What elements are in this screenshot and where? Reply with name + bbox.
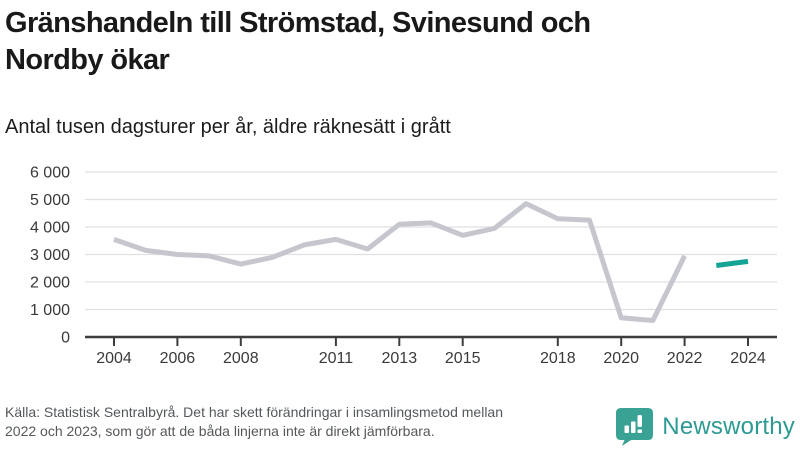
chart-subtitle: Antal tusen dagsturer per år, äldre räkn… xyxy=(5,116,451,138)
x-tick-label: 2011 xyxy=(319,350,354,367)
series-line-1 xyxy=(715,258,749,268)
page-title-line-1: Gränshandeln till Strömstad, Svinesund o… xyxy=(5,7,591,39)
newsworthy-logo-icon xyxy=(616,408,654,446)
logo-exclamation-bar xyxy=(637,415,643,427)
newsworthy-logo: Newsworthy xyxy=(616,408,795,446)
y-tick-label: 5 000 xyxy=(30,192,70,209)
x-tick-label: 2004 xyxy=(96,350,132,367)
page-title-line-2: Nordby ökar xyxy=(5,44,170,76)
page-title: Gränshandeln till Strömstad, Svinesund o… xyxy=(5,5,591,79)
x-tick-label: 2008 xyxy=(223,350,259,367)
x-tick-label: 2020 xyxy=(603,350,639,367)
y-tick-label: 4 000 xyxy=(30,220,70,237)
source-note-line-1: Källa: Statistisk Sentralbyrå. Det har s… xyxy=(5,404,503,420)
x-tick-label: 2018 xyxy=(540,350,576,367)
source-note-line-2: 2022 och 2023, som gör att de båda linje… xyxy=(5,423,435,439)
y-tick-label: 1 000 xyxy=(30,302,70,319)
series-line-0 xyxy=(113,201,687,323)
y-tick-label: 6 000 xyxy=(30,165,70,182)
newsworthy-wordmark: Newsworthy xyxy=(662,413,795,440)
x-tick-label: 2024 xyxy=(730,350,766,367)
source-note: Källa: Statistisk Sentralbyrå. Det har s… xyxy=(5,403,503,441)
logo-exclamation-dot xyxy=(637,429,643,433)
x-tick-label: 2006 xyxy=(160,350,196,367)
logo-bar-1 xyxy=(624,425,630,433)
y-tick-label: 0 xyxy=(61,330,70,347)
logo-bar-2 xyxy=(631,421,636,433)
y-tick-label: 3 000 xyxy=(30,247,70,264)
x-tick-label: 2022 xyxy=(667,350,703,367)
y-tick-label: 2 000 xyxy=(30,275,70,292)
x-tick-label: 2013 xyxy=(382,350,418,367)
x-tick-label: 2015 xyxy=(445,350,481,367)
